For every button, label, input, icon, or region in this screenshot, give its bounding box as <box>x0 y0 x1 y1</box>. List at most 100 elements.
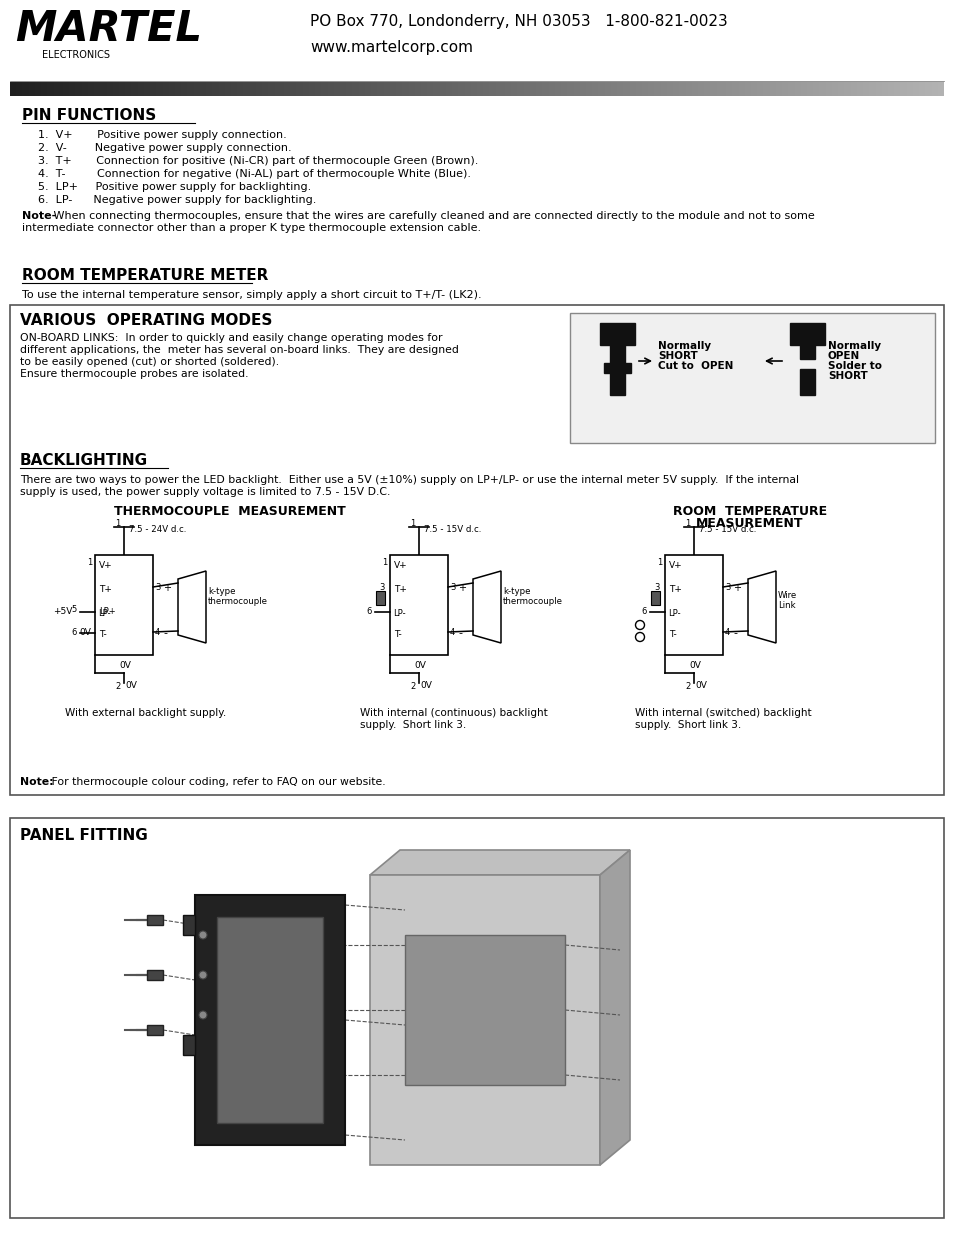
Bar <box>728 82 732 96</box>
Bar <box>200 82 203 96</box>
Bar <box>206 82 210 96</box>
Bar <box>346 82 350 96</box>
Text: -: - <box>732 629 737 638</box>
Bar <box>744 82 747 96</box>
Bar <box>599 324 635 345</box>
Bar <box>905 82 909 96</box>
Text: T-: T- <box>394 630 401 638</box>
Bar <box>812 82 816 96</box>
Polygon shape <box>473 571 500 643</box>
Bar <box>436 82 439 96</box>
Bar <box>402 82 405 96</box>
Bar <box>107 82 110 96</box>
Bar <box>710 82 714 96</box>
Bar <box>753 82 757 96</box>
Bar <box>816 82 820 96</box>
Bar <box>398 82 402 96</box>
Text: thermocouple: thermocouple <box>502 597 562 606</box>
Text: Note-: Note- <box>22 211 56 221</box>
Bar <box>221 82 225 96</box>
Bar <box>632 82 636 96</box>
Bar <box>97 82 101 96</box>
Bar <box>498 82 502 96</box>
Bar <box>125 82 129 96</box>
Bar <box>698 82 700 96</box>
Bar <box>336 82 340 96</box>
Bar <box>44 82 48 96</box>
Bar <box>430 82 434 96</box>
Text: 1: 1 <box>87 558 91 567</box>
Text: Cut to  OPEN: Cut to OPEN <box>658 361 733 370</box>
Bar <box>725 82 729 96</box>
Bar <box>821 82 825 96</box>
Bar <box>635 82 639 96</box>
Bar <box>922 82 924 96</box>
Bar <box>868 82 872 96</box>
Bar <box>290 82 294 96</box>
Bar <box>88 82 91 96</box>
Text: V+: V+ <box>668 561 682 571</box>
Bar <box>191 82 194 96</box>
Bar <box>496 82 498 96</box>
Bar <box>63 82 67 96</box>
Text: +: + <box>732 583 740 593</box>
Bar <box>651 82 655 96</box>
Bar <box>720 82 722 96</box>
Bar <box>881 82 884 96</box>
Bar <box>573 82 577 96</box>
Bar <box>383 82 387 96</box>
Bar <box>639 82 641 96</box>
Bar <box>560 82 564 96</box>
Bar <box>900 82 903 96</box>
Bar <box>183 915 194 935</box>
Bar <box>147 82 151 96</box>
Text: 0V: 0V <box>414 661 425 671</box>
Bar <box>806 82 810 96</box>
Text: PANEL FITTING: PANEL FITTING <box>20 827 148 844</box>
Polygon shape <box>370 850 629 876</box>
Bar <box>893 82 897 96</box>
Bar <box>538 82 542 96</box>
Bar <box>603 363 630 373</box>
Text: 2: 2 <box>115 682 121 692</box>
Bar <box>193 82 197 96</box>
Bar <box>371 82 375 96</box>
Bar <box>937 82 941 96</box>
Text: THERMOCOUPLE  MEASUREMENT: THERMOCOUPLE MEASUREMENT <box>114 505 346 517</box>
Bar <box>740 82 744 96</box>
Bar <box>666 82 670 96</box>
Text: 7.5 - 24V d.c.: 7.5 - 24V d.c. <box>129 525 186 534</box>
Bar <box>299 82 303 96</box>
Text: 6: 6 <box>641 606 646 616</box>
Bar <box>162 82 166 96</box>
Text: 4: 4 <box>154 629 160 637</box>
Text: 7.5 - 15V d.c.: 7.5 - 15V d.c. <box>699 525 756 534</box>
Bar <box>479 82 483 96</box>
Circle shape <box>199 1011 207 1019</box>
Text: 3: 3 <box>724 583 730 592</box>
Bar <box>128 82 132 96</box>
Text: T+: T+ <box>668 585 681 594</box>
Bar <box>368 82 372 96</box>
Text: 2.  V-        Negative power supply connection.: 2. V- Negative power supply connection. <box>38 143 292 153</box>
Bar <box>884 82 887 96</box>
Text: LP-: LP- <box>98 609 111 618</box>
Bar <box>187 82 191 96</box>
Bar <box>82 82 85 96</box>
Text: k-type: k-type <box>208 587 235 597</box>
Bar <box>213 82 215 96</box>
Text: +: + <box>457 583 465 593</box>
Bar <box>828 82 832 96</box>
Bar <box>302 82 306 96</box>
Text: www.martelcorp.com: www.martelcorp.com <box>310 40 473 56</box>
Bar <box>909 82 912 96</box>
Bar <box>542 82 545 96</box>
Bar <box>255 82 259 96</box>
Bar <box>259 82 262 96</box>
Bar <box>41 82 45 96</box>
Text: 4: 4 <box>724 629 729 637</box>
Bar <box>567 82 570 96</box>
Bar <box>10 818 943 1218</box>
Bar <box>29 82 32 96</box>
Bar <box>757 82 760 96</box>
